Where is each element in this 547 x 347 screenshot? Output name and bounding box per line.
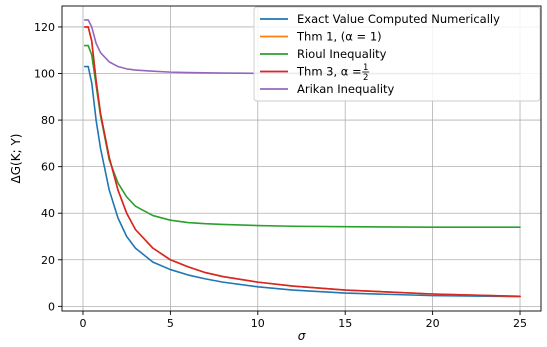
legend-label-rioul: Rioul Inequality: [297, 47, 387, 61]
y-tick-label: 20: [41, 254, 55, 267]
series-lines: [83, 19, 521, 298]
x-tick-label: 5: [167, 317, 174, 330]
legend-fraction-one-half: 1 2: [362, 63, 370, 83]
y-tick-label: 80: [41, 114, 55, 127]
y-tick-label: 100: [34, 68, 55, 81]
series-line-exact: [83, 65, 521, 298]
x-tick-label: 15: [338, 317, 352, 330]
y-tick-label: 60: [41, 161, 55, 174]
legend-box: [253, 6, 541, 102]
legend-label-thm3: Thm 3, α =: [296, 65, 362, 79]
x-tick-label: 10: [251, 317, 265, 330]
legend: Exact Value Computed Numerically Thm 1, …: [253, 6, 541, 102]
x-tick-label: 25: [513, 317, 527, 330]
plot-area-frame: [61, 5, 542, 312]
legend-label-thm1: Thm 1, (α = 1): [296, 30, 382, 44]
x-axis-label: σ: [298, 329, 306, 343]
y-axis-label: ΔG(K; Y): [9, 134, 23, 184]
axis-ticks: 0 5 10 15 20 25 0 20 40 60 80 100 120: [34, 21, 527, 330]
fraction-numerator: 1: [363, 63, 368, 73]
y-tick-label: 40: [41, 207, 55, 220]
fraction-denominator: 2: [363, 73, 368, 83]
legend-label-exact: Exact Value Computed Numerically: [297, 12, 500, 26]
legend-label-arikan: Arikan Inequality: [297, 82, 395, 96]
x-tick-label: 20: [426, 317, 440, 330]
x-tick-label: 0: [79, 317, 86, 330]
series-line-thm3: [83, 26, 521, 298]
y-tick-label: 120: [34, 21, 55, 34]
y-tick-label: 0: [48, 300, 55, 313]
